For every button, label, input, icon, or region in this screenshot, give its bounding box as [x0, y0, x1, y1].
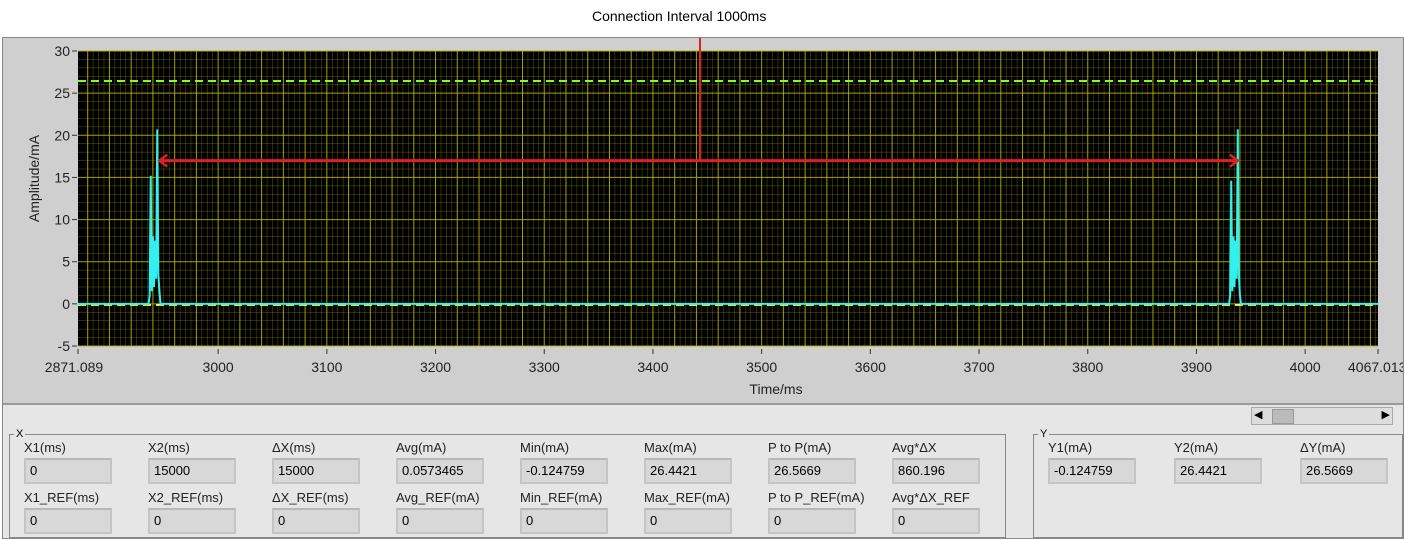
field-label: X1_REF(ms) — [24, 490, 100, 505]
y-axis-label: Amplitude/mA — [26, 134, 42, 222]
y-cursor-group: Y Y1(mA) -0.124759 Y2(mA) 26.4421 ΔY(mA) 26.56… — [1033, 428, 1403, 538]
field-value: 15000 — [272, 458, 360, 484]
y-group-legend: Y — [1040, 428, 1048, 440]
arrow-head-right — [1229, 153, 1241, 168]
x-tick-label: 3400 — [637, 359, 668, 375]
y-tick-label: 20 — [54, 127, 70, 143]
x-tick-label: 4067.013 — [1348, 359, 1403, 375]
field-value: 0 — [520, 508, 608, 534]
field-label: X1(ms) — [24, 440, 66, 455]
field-value: 0 — [272, 508, 360, 534]
y-tick-label: -5 — [58, 338, 71, 354]
field-value: -0.124759 — [1048, 458, 1136, 484]
x-tick-label: 3900 — [1181, 359, 1212, 375]
field-value: 0 — [396, 508, 484, 534]
x-tick-label: 3800 — [1072, 359, 1103, 375]
x-tick-label: 3700 — [963, 359, 994, 375]
field-value: 26.4421 — [1174, 458, 1262, 484]
field-value: 26.5669 — [768, 458, 856, 484]
x-group-legend: X — [16, 428, 24, 440]
graph-panel: 2871.089 3000 3100 3200 3300 3400 3500 3600 3700… — [2, 37, 1404, 539]
field-value: 860.196 — [892, 458, 980, 484]
x-cursor-group: X X1(ms) 0 X2(ms) 15000 ΔX(ms) 15000 Avg(mA) 0.0… — [9, 428, 1006, 538]
cursor-panel: ◀ ▶ X X1(ms) 0 X2(ms) 15000 ΔX(ms) 15000 Avg(mA… — [3, 405, 1403, 538]
field-label: ΔY(mA) — [1300, 440, 1346, 455]
annotation-text: Connection Interval 1000ms — [592, 8, 767, 24]
chart-svg: 2871.089 3000 3100 3200 3300 3400 3500 3600 3700… — [26, 38, 1403, 397]
field-label: ΔX(ms) — [272, 440, 316, 455]
scroll-thumb[interactable] — [1272, 409, 1294, 424]
y-tick-label: 15 — [54, 169, 70, 185]
x-tick-label: 3600 — [855, 359, 886, 375]
field-value: 26.4421 — [644, 458, 732, 484]
trace-line — [78, 129, 1378, 305]
field-value: 0.0573465 — [396, 458, 484, 484]
y-tick-label: 0 — [62, 296, 70, 312]
field-value: 15000 — [148, 458, 236, 484]
x-tick-label: 3300 — [529, 359, 560, 375]
arrow-head-left — [157, 153, 169, 168]
field-value: 0 — [644, 508, 732, 534]
y-tick-label: 10 — [54, 212, 70, 228]
field-label: Y1(mA) — [1048, 440, 1093, 455]
field-label: Min(mA) — [520, 440, 570, 455]
field-label: ΔX_REF(ms) — [272, 490, 349, 505]
field-value: 0 — [148, 508, 236, 534]
scroll-right-icon[interactable]: ▶ — [1381, 409, 1390, 421]
field-label: X2(ms) — [148, 440, 190, 455]
field-label: P to P(mA) — [768, 440, 832, 455]
scroll-left-icon[interactable]: ◀ — [1254, 409, 1263, 421]
horizontal-scrollbar[interactable]: ◀ ▶ — [1251, 407, 1393, 425]
plot-area — [78, 51, 1378, 346]
x-tick-label: 3000 — [203, 359, 234, 375]
field-value: 0 — [24, 458, 112, 484]
field-label: Min_REF(mA) — [520, 490, 603, 505]
waveform-graph: 2871.089 3000 3100 3200 3300 3400 3500 3600 3700… — [3, 38, 1403, 405]
field-label: Avg*ΔX_REF — [892, 490, 970, 505]
field-value: 0 — [892, 508, 980, 534]
x-tick-label: 2871.089 — [45, 359, 104, 375]
x-tick-label: 3200 — [420, 359, 451, 375]
field-value: 26.5669 — [1300, 458, 1388, 484]
x-tick-label: 4000 — [1290, 359, 1321, 375]
field-label: P to P_REF(mA) — [768, 490, 865, 505]
field-label: Avg_REF(mA) — [396, 490, 480, 505]
field-label: Max(mA) — [644, 440, 697, 455]
field-label: Y2(mA) — [1174, 440, 1219, 455]
y-tick-label: 5 — [62, 254, 70, 270]
field-label: X2_REF(ms) — [148, 490, 224, 505]
x-tick-label: 3100 — [311, 359, 342, 375]
field-label: Avg(mA) — [396, 440, 447, 455]
field-value: 0 — [768, 508, 856, 534]
x-tick-label: 3500 — [746, 359, 777, 375]
field-label: Avg*ΔX — [892, 440, 937, 455]
field-value: 0 — [24, 508, 112, 534]
field-value: -0.124759 — [520, 458, 608, 484]
field-label: Max_REF(mA) — [644, 490, 730, 505]
x-axis-label: Time/ms — [749, 381, 802, 397]
y-tick-label: 30 — [54, 43, 70, 59]
y-tick-label: 25 — [54, 85, 70, 101]
